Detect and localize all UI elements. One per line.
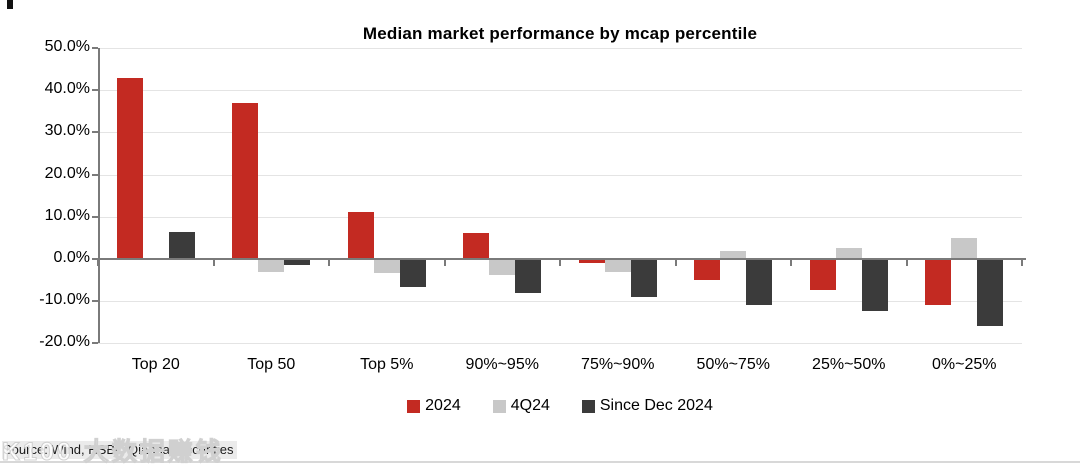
x-axis-label: 25%~50% — [812, 356, 886, 373]
x-axis-label: 0%~25% — [932, 356, 997, 373]
bar-4q24-50%~75% — [720, 250, 747, 259]
legend-swatch-icon — [407, 399, 421, 413]
y-axis-tick — [92, 131, 98, 134]
gridline — [98, 174, 1022, 176]
y-axis-label: -10.0% — [39, 291, 90, 309]
y-axis-tick — [92, 89, 98, 92]
category-tick — [97, 259, 99, 266]
cropped-text-fragment — [7, 0, 13, 9]
category-tick — [212, 259, 215, 266]
y-axis-label: 50.0% — [44, 38, 90, 55]
bar-4q24-25%~50% — [835, 248, 862, 259]
bar-2024-75%~90% — [578, 259, 605, 264]
gridline — [98, 343, 1022, 345]
category-tick — [1021, 259, 1023, 266]
category-tick — [559, 259, 561, 266]
legend-label: 4Q24 — [510, 397, 550, 414]
gridline — [98, 132, 1022, 134]
x-axis-label: Top 50 — [247, 356, 296, 373]
y-axis-label: 20.0% — [44, 164, 90, 182]
footer: Source: Wind, HSBC Qianhai Securities K1… — [2, 438, 238, 466]
gridline — [98, 216, 1022, 218]
x-axis-label: 90%~95% — [465, 356, 539, 373]
category-tick — [328, 259, 330, 266]
bar-2024-25%~50% — [809, 259, 836, 290]
y-axis-tick — [92, 47, 98, 49]
bar-since-dec-2024-25%~50% — [861, 259, 888, 312]
legend-swatch-icon — [492, 399, 506, 413]
y-axis-tick — [92, 215, 98, 218]
bar-since-dec-2024-75%~90% — [630, 259, 657, 297]
x-axis-label: 50%~75% — [696, 356, 770, 373]
bar-4q24-Top-5% — [373, 259, 400, 273]
bar-4q24-Top-50 — [258, 259, 285, 272]
legend-item-2024: 2024 — [407, 397, 461, 415]
legend-swatch-icon — [581, 399, 595, 413]
legend-item-since-dec-2024: Since Dec 2024 — [581, 397, 713, 415]
bar-since-dec-2024-0%~25% — [977, 259, 1004, 326]
bar-since-dec-2024-50%~75% — [746, 259, 773, 306]
x-axis-zero-line — [98, 258, 1026, 260]
y-axis-label: 40.0% — [44, 80, 90, 98]
y-axis-label: -20.0% — [39, 333, 90, 351]
bar-2024-50%~75% — [694, 259, 721, 281]
gridline — [98, 90, 1022, 92]
y-axis-label: 0.0% — [53, 249, 90, 266]
y-axis-tick — [92, 173, 98, 176]
gridline — [98, 301, 1022, 303]
y-axis-tick — [92, 258, 98, 260]
bar-4q24-0%~25% — [951, 237, 978, 259]
x-axis-label: Top 20 — [131, 356, 180, 373]
category-tick — [674, 259, 677, 266]
y-axis-tick — [92, 300, 98, 303]
y-axis-tick — [92, 342, 98, 345]
x-axis-label: Top 5% — [360, 356, 414, 373]
legend-label: 2024 — [425, 397, 461, 414]
legend: 2024 4Q24 Since Dec 2024 — [98, 397, 1022, 415]
source-note: Source: Wind, HSBC Qianhai Securities — [2, 441, 238, 459]
bar-2024-Top-50 — [232, 102, 259, 259]
y-axis-line — [98, 48, 100, 344]
x-axis-label: 75%~90% — [581, 356, 655, 373]
legend-label: Since Dec 2024 — [599, 397, 713, 414]
legend-item-4q24: 4Q24 — [492, 397, 550, 415]
bar-since-dec-2024-90%~95% — [515, 259, 542, 293]
y-axis-label: 10.0% — [44, 206, 90, 224]
bar-since-dec-2024-Top-5% — [399, 259, 426, 287]
bar-2024-Top-20 — [116, 77, 143, 259]
y-axis-label: 30.0% — [44, 122, 90, 140]
bar-4q24-75%~90% — [604, 259, 631, 272]
bar-since-dec-2024-Top-20 — [168, 232, 195, 259]
bar-2024-90%~95% — [463, 232, 490, 259]
bar-2024-Top-5% — [347, 211, 374, 259]
bar-since-dec-2024-Top-50 — [284, 259, 311, 266]
category-tick — [443, 259, 446, 266]
bar-2024-0%~25% — [925, 259, 952, 306]
bottom-divider — [0, 461, 1080, 463]
gridline — [98, 48, 1022, 49]
chart-title: Median market performance by mcap percen… — [362, 24, 758, 43]
category-tick — [790, 259, 792, 266]
bar-4q24-90%~95% — [489, 259, 516, 276]
category-tick — [905, 259, 908, 266]
